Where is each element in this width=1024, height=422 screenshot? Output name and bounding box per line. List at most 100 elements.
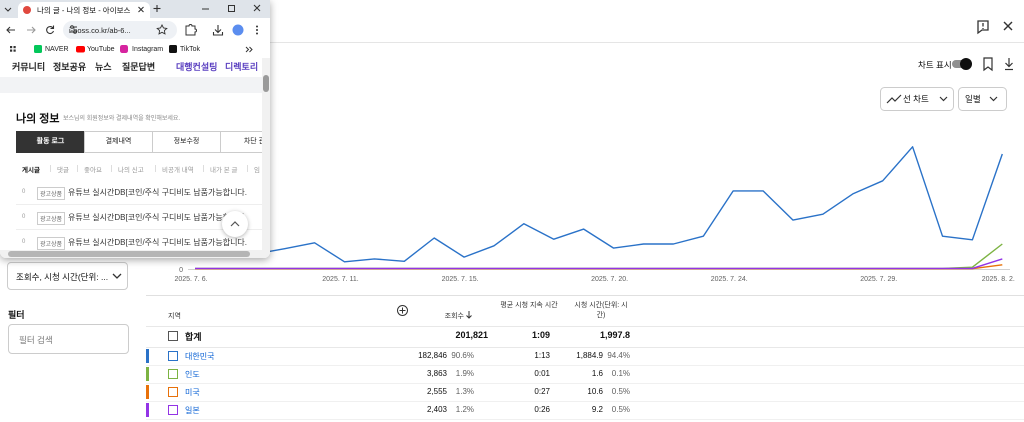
nav-item[interactable]: 정보공유 <box>53 62 87 72</box>
row-checkbox[interactable] <box>168 405 178 415</box>
total-label: 합계 <box>185 332 202 342</box>
v-scroll-thumb[interactable] <box>263 75 269 92</box>
row-name[interactable]: 대한민국 <box>185 352 215 361</box>
downloads-icon[interactable] <box>212 25 224 36</box>
x-tick-label: 2025. 7. 20. <box>591 276 628 283</box>
row-hours-pct: 0.1% <box>611 369 630 378</box>
tab-title: 나의 글 - 나의 정보 - 아이보스 <box>37 6 131 15</box>
section-desc: 보스님의 회원정보와 결제내역을 확인해보세요. <box>63 116 181 122</box>
download-icon[interactable] <box>1005 58 1013 71</box>
url-text: i-boss.co.kr/ab-6... <box>69 26 131 35</box>
tab[interactable]: 차단 관 <box>220 131 262 153</box>
close-icon[interactable] <box>1003 21 1013 31</box>
subtab-separator <box>155 165 156 172</box>
reload-icon[interactable] <box>46 25 55 35</box>
row-views-pct: 1.2% <box>455 405 474 414</box>
tab[interactable]: 정보수정 <box>152 131 221 153</box>
tab-close-icon[interactable] <box>138 6 144 13</box>
header-region: 지역 <box>168 313 181 320</box>
subtab[interactable]: 내가 본 글 <box>210 167 238 174</box>
subtab[interactable]: 비공개 내역 <box>162 167 194 174</box>
row-name[interactable]: 미국 <box>185 388 200 397</box>
add-column-icon[interactable] <box>397 305 408 316</box>
header-avg[interactable]: 평균 시청 지속 시간 <box>500 302 558 309</box>
back-icon[interactable] <box>6 26 15 34</box>
apps-icon[interactable] <box>10 46 16 52</box>
subtab[interactable]: 게시글 <box>22 167 40 174</box>
period-select[interactable] <box>958 87 1007 111</box>
bookmark[interactable]: TikTok <box>180 46 200 53</box>
header-hours[interactable]: 시청 시간(단위: 시간) <box>574 302 628 319</box>
nav-item[interactable]: 대행컨설팅 <box>176 62 218 72</box>
tab[interactable]: 결제내역 <box>84 131 153 153</box>
total-checkbox[interactable] <box>168 331 178 341</box>
feedback-icon[interactable] <box>977 20 989 35</box>
row-tag: 광고상품 <box>37 187 66 200</box>
profile-icon[interactable] <box>232 24 244 36</box>
active-tab[interactable]: 나의 글 - 나의 정보 - 아이보스 <box>18 2 150 18</box>
maximize-icon[interactable] <box>228 5 235 12</box>
row-title[interactable]: 유튜브 실시간DB[코인/주식 구디비도 납품가능합니다. <box>68 213 248 222</box>
nav-item[interactable]: 질문답변 <box>122 62 156 72</box>
row-checkbox[interactable] <box>168 369 178 379</box>
address-bar[interactable] <box>63 21 177 39</box>
star-icon[interactable] <box>156 23 168 35</box>
row-checkbox[interactable] <box>168 351 178 361</box>
row-checkbox[interactable] <box>168 387 178 397</box>
bookmark[interactable]: Instagram <box>132 46 164 53</box>
filter-input[interactable]: 필터 검색 <box>8 324 129 354</box>
scroll-top-button[interactable] <box>222 211 248 237</box>
sort-arrow-icon[interactable] <box>466 311 472 319</box>
subtab-separator <box>203 165 204 172</box>
nav-item[interactable]: 커뮤니티 <box>12 62 46 72</box>
row-color-bar <box>146 349 149 363</box>
row-hours: 1.6 <box>591 369 603 378</box>
site-info-icon[interactable] <box>70 25 77 34</box>
subtab-separator <box>247 165 248 172</box>
subtab[interactable]: 임 <box>254 167 260 174</box>
row-views-pct: 90.6% <box>451 351 474 360</box>
row-title[interactable]: 유튜브 실시간DB[코인/주식 구디비도 납품가능합니다. <box>68 188 248 197</box>
row-views: 3,863 <box>426 369 447 378</box>
youtube-icon <box>76 46 85 53</box>
v-scrollbar <box>262 58 270 250</box>
bookmark[interactable]: NAVER <box>45 46 69 53</box>
row-views: 182,846 <box>418 351 447 360</box>
subtab-separator <box>77 165 78 172</box>
forward-icon[interactable] <box>27 26 36 34</box>
extensions-icon[interactable] <box>185 24 197 36</box>
h-scroll-thumb[interactable] <box>8 251 250 257</box>
row-title[interactable]: 유튜브 실시간DB[코인/주식 구디비도 납품가능합니다. <box>68 238 248 247</box>
x-tick-label: 2025. 7. 15. <box>442 276 479 283</box>
tab[interactable]: 활동 로그 <box>16 131 85 153</box>
row-color-bar <box>146 385 149 399</box>
bookmark-icon[interactable] <box>983 57 993 72</box>
series-line <box>195 258 1003 270</box>
row-name[interactable]: 일본 <box>185 406 200 415</box>
row-number: 0 <box>22 239 26 245</box>
header-views[interactable]: 조회수 <box>444 313 464 320</box>
chart-type-select[interactable] <box>880 87 954 111</box>
row-avg: 0:27 <box>534 387 550 396</box>
row-name[interactable]: 인도 <box>185 370 200 379</box>
x-tick-label: 2025. 7. 29. <box>860 276 897 283</box>
subtab[interactable]: 댓글 <box>57 167 69 174</box>
row-number: 0 <box>22 189 26 195</box>
chart-toggle[interactable] <box>952 58 972 70</box>
nav-item[interactable]: 디렉토리 <box>225 62 259 72</box>
subtab[interactable]: 나의 신고 <box>118 167 144 174</box>
new-tab-icon[interactable] <box>153 5 161 12</box>
tab-search-icon[interactable] <box>4 7 12 12</box>
more-bookmarks-icon[interactable] <box>245 46 253 53</box>
window-close-icon[interactable] <box>253 4 261 12</box>
metric-select[interactable]: 조회수, 시청 시간(단위: ... <box>7 262 128 290</box>
site-page: 나의 정보 보스님의 회원정보와 결제내역을 확인해보세요. 커뮤니티 정보공유 뉴… <box>0 58 262 250</box>
menu-icon[interactable] <box>256 25 258 35</box>
bookmark[interactable]: YouTube <box>87 46 115 53</box>
row-color-bar <box>146 403 149 417</box>
subtab[interactable]: 좋아요 <box>84 167 102 174</box>
nav-item[interactable]: 뉴스 <box>95 62 112 72</box>
row-views: 2,555 <box>426 387 447 396</box>
row-avg: 0:26 <box>534 405 550 414</box>
